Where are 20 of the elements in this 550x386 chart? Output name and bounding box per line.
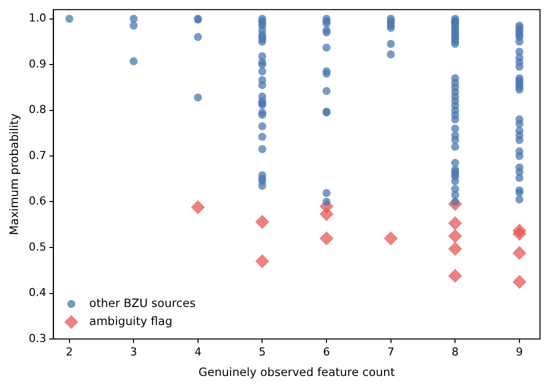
y-tick-label: 1.0 <box>28 12 46 25</box>
legend-label: ambiguity flag <box>89 314 172 328</box>
y-tick-label: 0.7 <box>28 148 46 162</box>
x-tick-label: 4 <box>194 345 202 358</box>
legend-label: other BZU sources <box>89 296 196 310</box>
x-tick-label: 5 <box>258 345 266 358</box>
y-tick-label: 0.4 <box>28 286 46 300</box>
x-tick-label: 8 <box>452 345 459 358</box>
y-tick-label: 0.8 <box>28 103 46 116</box>
x-tick-label: 6 <box>323 345 330 358</box>
x-tick-label: 2 <box>66 345 73 358</box>
y-axis-title: Maximum probability <box>6 113 21 236</box>
y-tick-label: 0.6 <box>28 194 46 208</box>
x-tick-label: 7 <box>387 345 394 358</box>
y-tick-label: 0.9 <box>28 57 46 70</box>
x-axis-title: Genuinely observed feature count <box>198 365 396 380</box>
y-tick-label: 0.5 <box>28 240 46 254</box>
x-tick-label: 9 <box>516 345 523 358</box>
y-tick-label: 0.3 <box>28 332 46 345</box>
x-tick-label: 3 <box>130 345 138 358</box>
